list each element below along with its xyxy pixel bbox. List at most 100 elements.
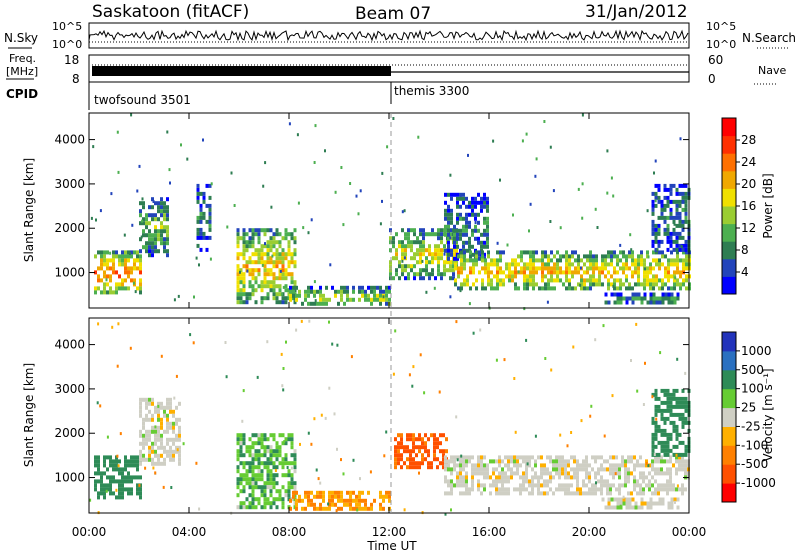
power-cell — [459, 232, 462, 237]
power-cell — [559, 278, 562, 283]
power-cell — [334, 293, 337, 298]
power-speckle — [210, 182, 213, 186]
velocity-cell — [127, 491, 130, 496]
power-cell — [477, 236, 480, 241]
power-cell — [304, 297, 307, 302]
velocity-cell — [558, 463, 561, 468]
velocity-cell — [172, 413, 175, 418]
power-cell — [437, 244, 440, 249]
power-cell — [322, 301, 325, 306]
power-cell — [553, 270, 556, 275]
power-cell — [490, 270, 493, 275]
power-cell — [148, 253, 151, 258]
power-cell — [664, 296, 668, 301]
velocity-cell — [166, 429, 169, 434]
power-cell — [444, 192, 447, 197]
velocity-cell — [163, 405, 166, 410]
power-cell — [681, 243, 685, 248]
power-cell — [672, 183, 676, 188]
velocity-cell — [480, 483, 483, 488]
power-cell — [553, 286, 556, 291]
power-cell — [450, 192, 453, 197]
power-cell — [388, 289, 391, 294]
power-cell — [331, 285, 334, 290]
power-speckle — [674, 276, 677, 280]
velocity-cell — [648, 471, 651, 476]
power-cell — [103, 290, 106, 295]
power-cell — [613, 282, 616, 287]
power-cell — [477, 200, 480, 205]
velocity-cell — [678, 459, 681, 464]
velocity-cell — [151, 425, 154, 430]
power-cell — [462, 192, 465, 197]
power-cell — [666, 199, 670, 204]
power-cell — [443, 264, 446, 269]
velocity-cell — [328, 502, 331, 507]
velocity-cell — [400, 433, 403, 438]
velocity-cell — [672, 420, 676, 425]
power-cell — [523, 266, 526, 271]
velocity-colorbar-label: Velocity [m s⁻¹] — [761, 368, 775, 461]
power-cell — [661, 292, 665, 297]
velocity-cell — [483, 455, 486, 460]
velocity-cell — [145, 457, 148, 462]
power-cell — [475, 258, 478, 263]
power-cell — [281, 296, 285, 301]
velocity-speckle — [340, 458, 342, 462]
power-cell — [151, 233, 154, 238]
velocity-cell — [248, 477, 252, 482]
velocity-cell — [465, 463, 468, 468]
power-speckle — [313, 280, 316, 284]
power-cell — [431, 232, 434, 237]
velocity-cell — [660, 388, 664, 393]
velocity-speckle — [182, 442, 185, 446]
velocity-cell — [145, 413, 148, 418]
velocity-cell — [421, 453, 424, 458]
velocity-cell — [678, 432, 682, 437]
power-cell — [269, 256, 273, 261]
power-cell — [640, 258, 643, 263]
power-cell — [413, 264, 416, 269]
power-cell — [444, 208, 447, 213]
power-cell — [640, 254, 643, 259]
power-cell — [532, 250, 535, 255]
velocity-speckle — [189, 333, 192, 337]
velocity-cell — [588, 491, 591, 496]
power-cell — [292, 293, 295, 298]
power-speckle — [342, 223, 345, 227]
velocity-cell — [607, 501, 611, 506]
power-speckle — [529, 202, 532, 206]
power-cell — [541, 266, 544, 271]
velocity-cell — [148, 449, 151, 454]
power-cell — [477, 212, 480, 217]
power-cell — [535, 266, 538, 271]
power-cell — [502, 278, 505, 283]
velocity-cell — [613, 497, 617, 502]
velocity-cell — [148, 397, 151, 402]
velocity-cell — [361, 498, 364, 503]
power-speckle — [262, 184, 265, 188]
velocity-cell — [100, 487, 103, 492]
velocity-cell — [450, 487, 453, 492]
velocity-cell — [145, 405, 148, 410]
velocity-cell — [169, 401, 172, 406]
velocity-cell — [172, 409, 175, 414]
power-cell — [684, 203, 688, 208]
power-cell — [251, 240, 255, 245]
velocity-cell — [648, 487, 651, 492]
velocity-cell — [94, 483, 97, 488]
velocity-cell — [633, 483, 636, 488]
velocity-cell — [667, 501, 671, 506]
power-cell — [471, 228, 474, 233]
power-cell — [478, 270, 481, 275]
power-cell — [526, 262, 529, 267]
power-cell — [685, 266, 688, 271]
power-cell — [307, 301, 310, 306]
velocity-cell — [254, 441, 258, 446]
power-cell — [565, 250, 568, 255]
power-cell — [455, 240, 458, 245]
power-cell — [493, 286, 496, 291]
power-cell — [260, 296, 264, 301]
power-cell — [389, 236, 392, 241]
power-cell — [631, 254, 634, 259]
